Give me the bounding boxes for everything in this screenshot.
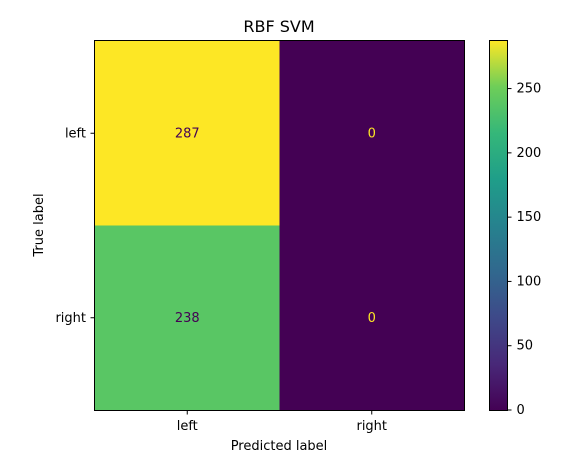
colorbar-tick-label: 200 <box>517 146 542 161</box>
x-axis-label: Predicted label <box>231 439 328 454</box>
colorbar-tick-label: 50 <box>517 339 534 354</box>
heatmap-cell <box>279 41 464 226</box>
y-tick-label: right <box>55 311 86 326</box>
cell-value-label: 0 <box>368 126 376 141</box>
heatmap-cell <box>95 225 280 410</box>
cell-value-label: 0 <box>368 311 376 326</box>
colorbar-ticks: 0 50 100 150 200 250 <box>507 82 542 418</box>
heatmap-cell <box>279 225 464 410</box>
heatmap-cells: 287 0 238 0 <box>95 41 464 410</box>
colorbar-tick-label: 100 <box>517 274 542 289</box>
colorbar-tick-label: 150 <box>517 210 542 225</box>
y-tick-label: left <box>65 126 86 141</box>
colorbar-tick-label: 0 <box>517 403 525 418</box>
x-tick-label: right <box>356 419 387 434</box>
chart-title: RBF SVM <box>243 17 314 36</box>
colorbar-tick-label: 250 <box>517 82 542 97</box>
x-tick-label: left <box>177 419 198 434</box>
heatmap-cell <box>95 41 280 226</box>
y-axis-label: True label <box>32 193 47 257</box>
cell-value-label: 287 <box>175 126 200 141</box>
cell-value-label: 238 <box>175 311 200 326</box>
x-axis: left right <box>177 410 387 434</box>
y-axis: left right <box>55 126 95 326</box>
plot-frame <box>94 40 465 411</box>
colorbar <box>489 40 508 411</box>
